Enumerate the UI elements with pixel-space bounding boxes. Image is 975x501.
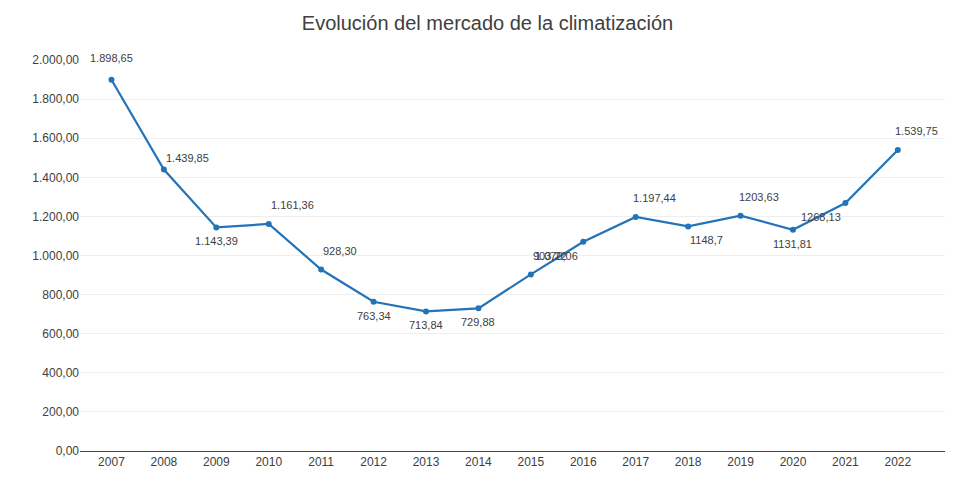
- svg-text:1.197,44: 1.197,44: [633, 192, 676, 204]
- svg-text:2022: 2022: [884, 455, 911, 469]
- svg-text:2016: 2016: [570, 455, 597, 469]
- svg-text:Evolución del mercado de la cl: Evolución del mercado de la climatizació…: [302, 12, 673, 34]
- svg-text:2008: 2008: [151, 455, 178, 469]
- svg-text:2007: 2007: [98, 455, 125, 469]
- svg-text:2013: 2013: [413, 455, 440, 469]
- svg-text:2020: 2020: [780, 455, 807, 469]
- svg-text:1268,13: 1268,13: [801, 211, 841, 223]
- svg-text:1.070,06: 1.070,06: [535, 250, 578, 262]
- svg-text:1.439,85: 1.439,85: [166, 152, 209, 164]
- svg-text:1.161,36: 1.161,36: [271, 199, 314, 211]
- svg-text:1148,7: 1148,7: [690, 234, 723, 246]
- svg-text:2021: 2021: [832, 455, 859, 469]
- svg-text:2014: 2014: [465, 455, 492, 469]
- svg-text:2.000,00: 2.000,00: [32, 53, 79, 67]
- svg-text:1.000,00: 1.000,00: [32, 249, 79, 263]
- svg-text:713,84: 713,84: [409, 319, 443, 331]
- svg-text:1131,81: 1131,81: [773, 238, 812, 250]
- svg-text:1.800,00: 1.800,00: [32, 92, 79, 106]
- svg-text:1.200,00: 1.200,00: [32, 210, 79, 224]
- svg-text:729,88: 729,88: [461, 316, 495, 328]
- svg-text:1.539,75: 1.539,75: [895, 125, 938, 137]
- svg-text:2010: 2010: [255, 455, 282, 469]
- svg-text:2018: 2018: [675, 455, 702, 469]
- svg-text:600,00: 600,00: [42, 327, 79, 341]
- svg-text:2019: 2019: [727, 455, 754, 469]
- svg-text:1.143,39: 1.143,39: [195, 235, 238, 247]
- svg-text:2009: 2009: [203, 455, 230, 469]
- svg-text:2015: 2015: [517, 455, 544, 469]
- svg-text:1.898,65: 1.898,65: [90, 52, 133, 64]
- svg-text:400,00: 400,00: [42, 366, 79, 380]
- svg-text:200,00: 200,00: [42, 405, 79, 419]
- svg-text:1.600,00: 1.600,00: [32, 131, 79, 145]
- svg-text:2012: 2012: [360, 455, 387, 469]
- svg-text:1203,63: 1203,63: [739, 191, 779, 203]
- svg-text:2017: 2017: [622, 455, 649, 469]
- svg-text:903,22: 903,22: [533, 250, 567, 262]
- svg-text:1.400,00: 1.400,00: [32, 171, 79, 185]
- svg-text:763,34: 763,34: [357, 310, 391, 322]
- svg-text:928,30: 928,30: [323, 245, 357, 257]
- svg-text:2011: 2011: [308, 455, 334, 469]
- svg-text:800,00: 800,00: [42, 288, 79, 302]
- svg-text:0,00: 0,00: [56, 444, 80, 458]
